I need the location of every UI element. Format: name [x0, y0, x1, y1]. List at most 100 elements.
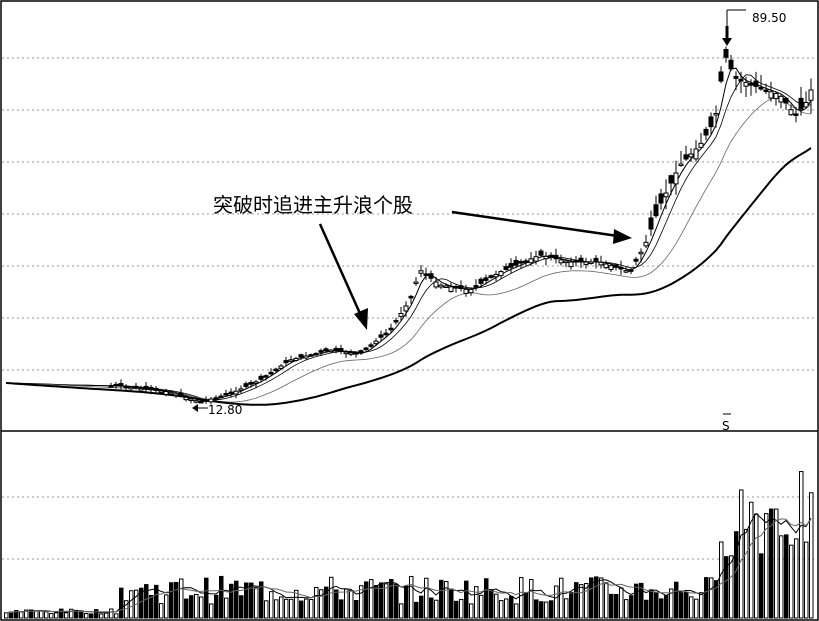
- candle-body: [583, 261, 589, 265]
- candle-body: [143, 385, 149, 390]
- volume-bar: [459, 599, 464, 619]
- candle-body: [533, 256, 539, 262]
- volume-bar: [59, 608, 64, 619]
- annotation-arrow-right: [451, 210, 632, 244]
- candle-body: [408, 295, 414, 299]
- candle-body: [448, 286, 454, 292]
- volume-bar: [414, 601, 419, 619]
- candle-body: [638, 251, 644, 255]
- volume-bar: [619, 587, 624, 619]
- volume-bar: [544, 601, 549, 619]
- volume-bar: [109, 608, 114, 619]
- candle-body: [263, 375, 269, 378]
- volume-bar: [649, 589, 654, 619]
- volume-bar: [779, 535, 784, 619]
- grid-lines: [2, 57, 817, 560]
- volume-bar: [694, 598, 699, 619]
- volume-bar: [244, 582, 249, 619]
- volume-bar: [299, 600, 304, 619]
- candle-body: [763, 89, 769, 93]
- candle-body: [678, 163, 684, 167]
- candle-body: [688, 153, 694, 158]
- candle-body: [603, 263, 609, 269]
- candle-body: [428, 273, 434, 279]
- high-marker: [722, 9, 746, 46]
- candle-body: [783, 97, 789, 104]
- volume-bar: [609, 593, 614, 619]
- volume-bar: [469, 603, 474, 619]
- candle-body: [373, 340, 379, 345]
- volume-bar: [349, 589, 354, 619]
- candle-body: [798, 97, 804, 110]
- moving-average-lines: [5, 67, 812, 406]
- volume-bar: [94, 609, 99, 619]
- candle-body: [563, 260, 569, 264]
- candle-body: [243, 383, 249, 388]
- candle-body: [543, 255, 549, 260]
- candle-body: [663, 192, 669, 198]
- volume-bar: [409, 575, 414, 619]
- volume-bar: [329, 576, 334, 619]
- annotation-text: 突破时追进主升浪个股: [213, 193, 413, 217]
- candle-body: [598, 261, 604, 266]
- volume-bar: [184, 598, 189, 619]
- volume-bar: [479, 594, 484, 619]
- candle-body: [313, 352, 319, 356]
- annotation-arrow-left: [318, 223, 368, 330]
- volume-bar: [369, 579, 374, 619]
- candle-body: [518, 261, 524, 264]
- volume-bar: [374, 585, 379, 619]
- candle-body: [358, 350, 364, 354]
- volume-bar: [29, 609, 34, 619]
- volume-bar: [354, 600, 359, 619]
- volume-bar: [44, 611, 49, 619]
- candle-body: [383, 332, 389, 336]
- volume-bar: [804, 541, 809, 619]
- volume-bar: [314, 586, 319, 619]
- candle-body: [778, 95, 784, 103]
- candle-body: [323, 348, 329, 352]
- candle-body: [578, 257, 584, 263]
- candle-body: [398, 313, 404, 317]
- volume-bar: [334, 589, 339, 619]
- volume-average-lines: [5, 512, 812, 614]
- volume-bar: [224, 597, 229, 619]
- candle-body: [483, 277, 489, 281]
- candle-body: [588, 261, 594, 264]
- candle-body: [808, 89, 814, 101]
- candle-body: [673, 172, 679, 185]
- volume-bar: [464, 580, 469, 619]
- volume-bar: [344, 588, 349, 619]
- candle-body: [233, 390, 239, 395]
- volume-bar: [89, 613, 94, 619]
- volume-bar: [49, 613, 54, 619]
- candle-body: [123, 385, 129, 389]
- volume-bar: [434, 599, 439, 619]
- candle-body: [253, 381, 259, 384]
- volume-bar: [759, 553, 764, 619]
- candle-body: [203, 399, 209, 402]
- candle-body: [193, 400, 199, 403]
- candle-body: [413, 281, 419, 284]
- volume-bar: [569, 591, 574, 619]
- candle-body: [803, 102, 809, 108]
- volume-bar: [199, 596, 204, 619]
- volume-bar: [679, 592, 684, 619]
- candle-body: [188, 398, 194, 401]
- volume-bar: [689, 596, 694, 619]
- volume-bar: [264, 600, 269, 619]
- volume-bar: [799, 471, 804, 619]
- volume-bar: [509, 595, 514, 619]
- volume-bar: [239, 595, 244, 619]
- volume-bar: [574, 582, 579, 619]
- candle-body: [178, 392, 184, 397]
- volume-bar: [474, 586, 479, 619]
- candle-body: [128, 386, 134, 390]
- volume-bar: [499, 600, 504, 619]
- candle-body: [658, 193, 664, 204]
- candle-body: [558, 259, 564, 264]
- volume-bar: [114, 613, 119, 619]
- volume-bar: [274, 599, 279, 619]
- volume-bar: [64, 612, 69, 619]
